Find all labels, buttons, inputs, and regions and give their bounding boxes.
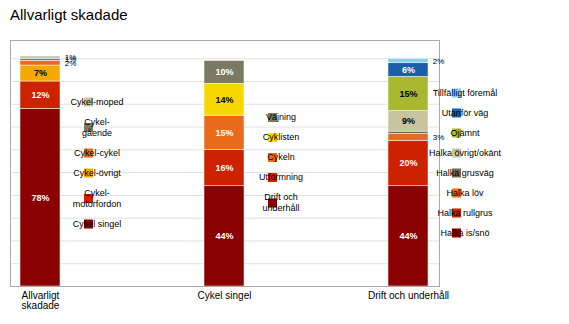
svg-text:Väjning: Väjning <box>266 112 296 122</box>
svg-text:Halka grusväg: Halka grusväg <box>436 168 494 178</box>
svg-text:Drift och underhåll: Drift och underhåll <box>368 290 449 301</box>
svg-text:Tillfälligt föremål: Tillfälligt föremål <box>433 88 498 98</box>
svg-text:Allvarligtskadade: Allvarligtskadade <box>22 290 60 311</box>
svg-text:Utformning: Utformning <box>259 172 303 182</box>
svg-text:78%: 78% <box>31 193 49 203</box>
svg-text:15%: 15% <box>215 128 233 138</box>
html-text:Allvarligt skadade: Allvarligt skadade <box>10 6 128 23</box>
svg-text:Halka is/snö: Halka is/snö <box>440 228 489 238</box>
svg-text:7%: 7% <box>34 68 47 78</box>
svg-text:Halka rullgrus: Halka rullgrus <box>437 208 493 218</box>
svg-text:Cykel-gående: Cykel-gående <box>82 117 112 138</box>
svg-text:Halka övrigt/okänt: Halka övrigt/okänt <box>429 148 502 158</box>
svg-text:Cykel-motorfordon: Cykel-motorfordon <box>73 188 122 209</box>
svg-text:Cykeln: Cykeln <box>267 152 295 162</box>
svg-text:9%: 9% <box>402 116 415 126</box>
svg-text:1%: 1% <box>65 53 77 62</box>
svg-text:Cyklisten: Cyklisten <box>263 132 300 142</box>
svg-text:12%: 12% <box>31 90 49 100</box>
svg-text:Cykel-moped: Cykel-moped <box>70 97 123 107</box>
svg-text:15%: 15% <box>399 89 417 99</box>
svg-text:3%: 3% <box>433 133 445 142</box>
svg-text:Cykel singel: Cykel singel <box>198 290 252 301</box>
svg-text:20%: 20% <box>399 158 417 168</box>
svg-text:10%: 10% <box>215 67 233 77</box>
svg-text:44%: 44% <box>399 231 417 241</box>
svg-text:14%: 14% <box>215 95 233 105</box>
svg-text:Ojämnt: Ojämnt <box>450 128 480 138</box>
svg-text:2%: 2% <box>433 57 445 66</box>
svg-text:Cykel-cykel: Cykel-cykel <box>74 148 120 158</box>
svg-text:6%: 6% <box>402 65 415 75</box>
svg-text:Cykel-övrigt: Cykel-övrigt <box>73 168 121 178</box>
svg-text:Halka löv: Halka löv <box>446 188 484 198</box>
svg-text:Utanför väg: Utanför väg <box>442 108 489 118</box>
svg-text:16%: 16% <box>215 163 233 173</box>
svg-text:Drift ochunderhåll: Drift ochunderhåll <box>262 192 299 213</box>
svg-text:44%: 44% <box>215 231 233 241</box>
svg-text:Cykel singel: Cykel singel <box>73 219 122 229</box>
